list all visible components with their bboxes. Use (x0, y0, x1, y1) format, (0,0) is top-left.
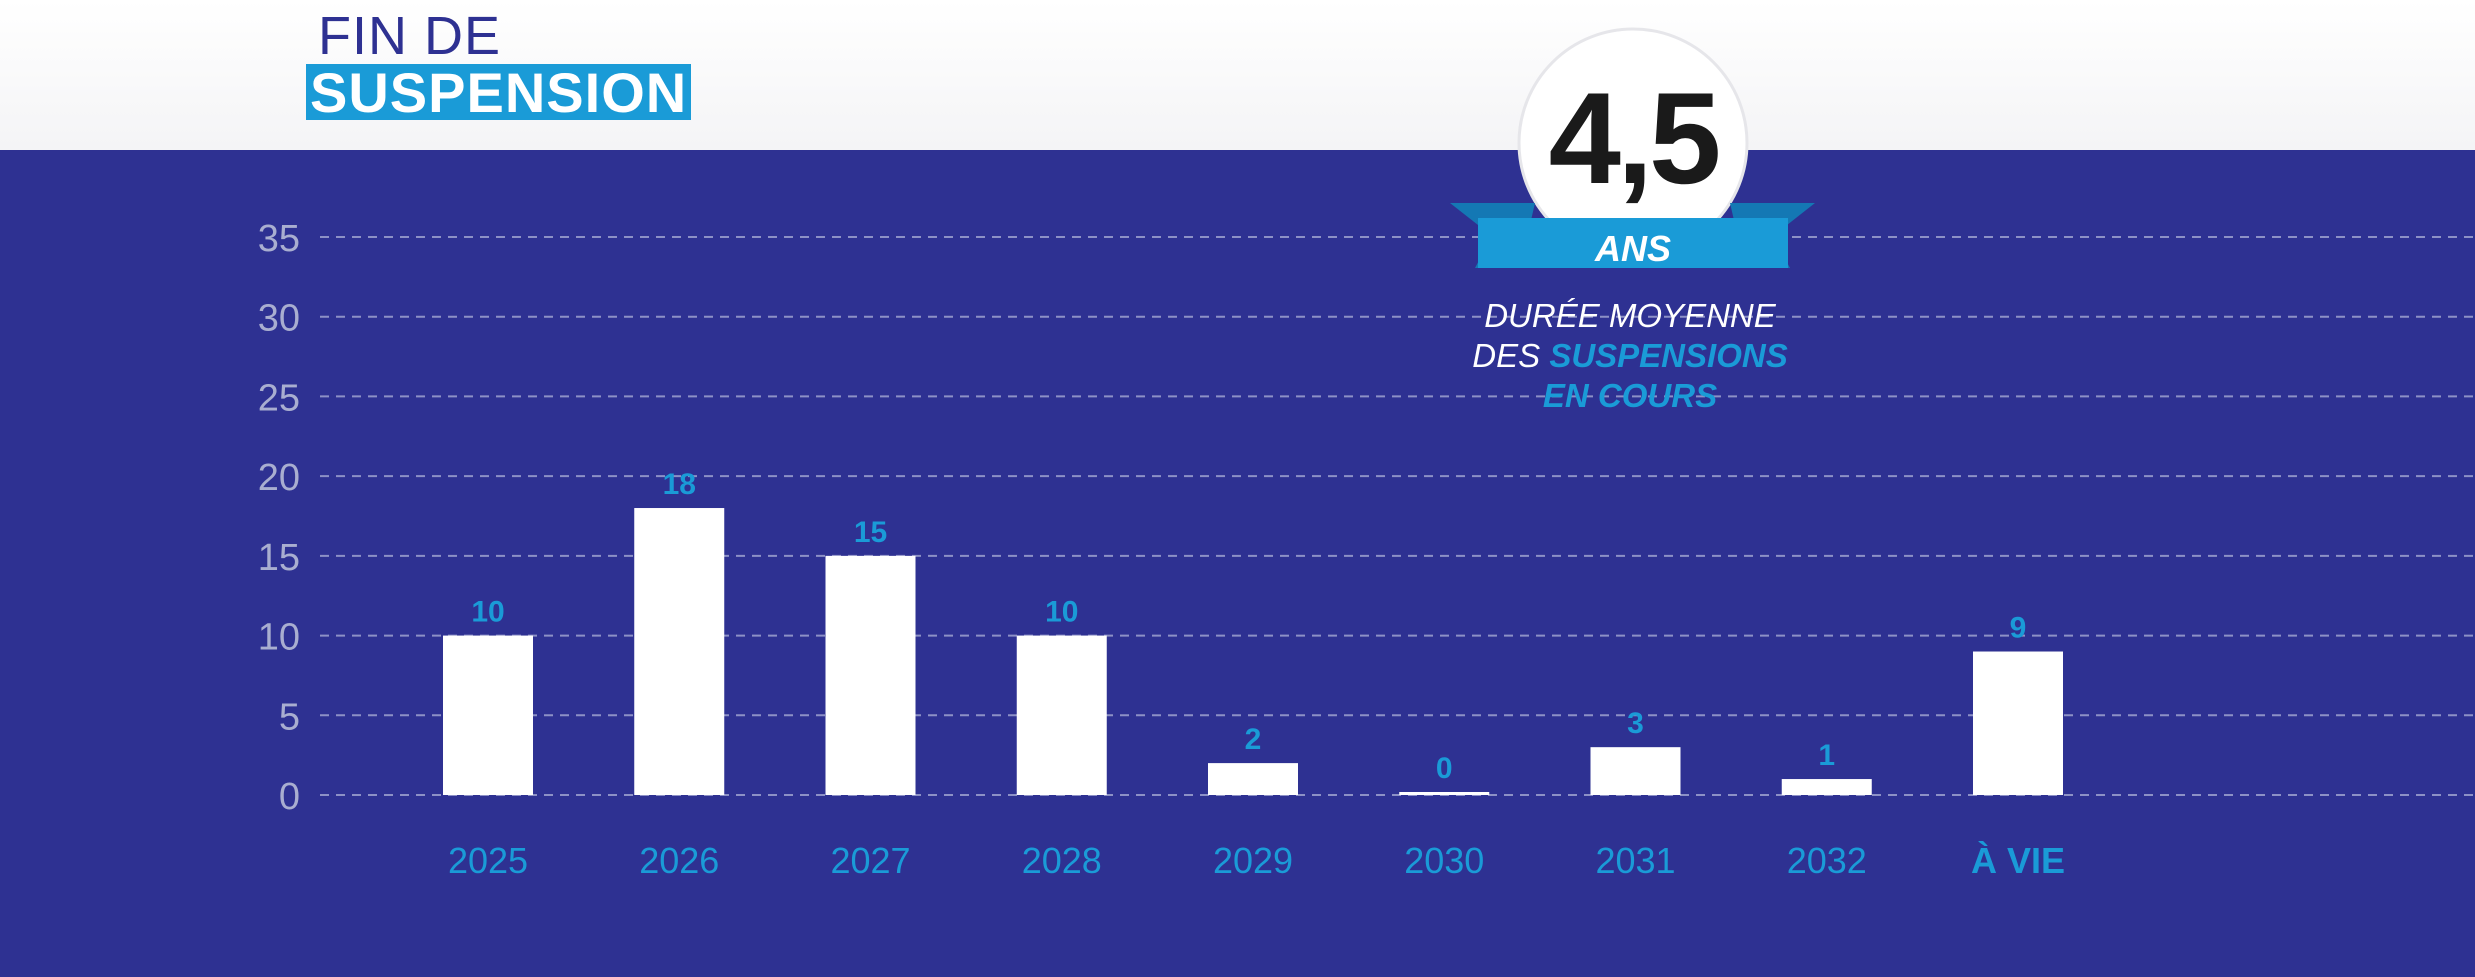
data-label: 15 (854, 516, 887, 549)
data-label: 9 (2010, 612, 2027, 645)
bar (1208, 763, 1298, 795)
caption-line-2: DES SUSPENSIONS (1430, 336, 1830, 376)
caption-line-1: DURÉE MOYENNE (1484, 297, 1776, 334)
average-duration-value: 4,5 (1548, 65, 1722, 211)
bar (1399, 792, 1490, 795)
x-tick-label: 2029 (1213, 840, 1293, 881)
average-duration-caption: DURÉE MOYENNE DES SUSPENSIONS EN COURS (1430, 296, 1830, 416)
data-label: 3 (1627, 707, 1644, 740)
x-tick-label: 2031 (1595, 840, 1675, 881)
bar (634, 508, 725, 795)
y-axis-ticks: 0 5 10 15 20 25 30 35 (258, 218, 300, 818)
title-line-2: SUSPENSION (306, 64, 692, 121)
x-tick-label: 2027 (830, 840, 910, 881)
title-line-1: FIN DE (318, 6, 502, 66)
caption-line-2-plain: DES (1472, 337, 1541, 374)
x-tick-label: 2026 (639, 840, 719, 881)
ribbon-banner (1478, 218, 1788, 268)
average-duration-unit: ANS (1594, 228, 1671, 269)
x-tick-label: 2028 (1022, 840, 1102, 881)
data-label: 10 (1045, 596, 1078, 629)
y-tick-label: 20 (258, 457, 300, 499)
bar (1781, 779, 1872, 795)
y-tick-label: 25 (258, 377, 300, 419)
average-duration-badge (1450, 27, 1815, 268)
bar (1016, 635, 1107, 795)
x-axis-ticks: 2025 2026 2027 2028 2029 2030 2031 2032 À VIE (448, 840, 2065, 881)
x-tick-label: 2025 (448, 840, 528, 881)
caption-line-2-highlight: SUSPENSIONS (1549, 337, 1788, 374)
caption-line-3: EN COURS (1542, 377, 1718, 414)
bar (1973, 651, 2063, 795)
data-label: 18 (663, 468, 696, 501)
x-tick-label: 2030 (1404, 840, 1484, 881)
x-tick-label: À VIE (1971, 840, 2065, 881)
data-label: 0 (1436, 752, 1453, 785)
data-labels: 10 18 15 10 2 0 3 1 9 (471, 468, 2026, 785)
y-tick-label: 35 (258, 218, 300, 260)
y-tick-label: 30 (258, 298, 300, 340)
bar (443, 635, 533, 795)
data-label: 10 (471, 596, 504, 629)
y-tick-label: 10 (258, 617, 300, 659)
x-tick-label: 2032 (1787, 840, 1867, 881)
data-label: 1 (1818, 739, 1835, 772)
data-label: 2 (1245, 723, 1262, 756)
bar (1590, 747, 1681, 795)
y-tick-label: 5 (279, 696, 300, 738)
y-tick-label: 0 (279, 776, 300, 818)
bars (443, 508, 2063, 795)
y-tick-label: 15 (258, 537, 300, 579)
bar (825, 555, 916, 795)
